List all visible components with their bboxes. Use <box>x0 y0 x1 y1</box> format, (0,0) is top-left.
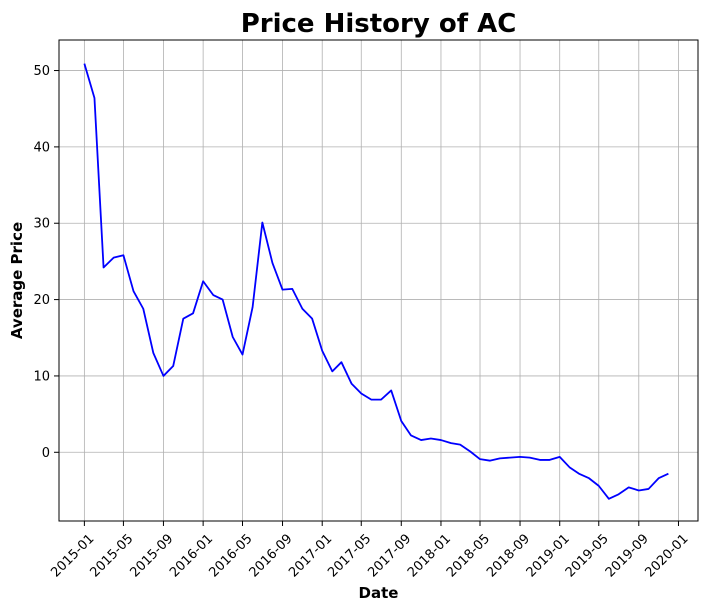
x-tick-label: 2017-05 <box>325 531 374 580</box>
y-tick-label: 50 <box>33 64 50 79</box>
series-line-0 <box>83 63 669 500</box>
y-tick-label: 20 <box>33 293 50 308</box>
y-tick-label: 30 <box>33 217 50 232</box>
grid <box>59 40 698 521</box>
x-tick-label: 2018-05 <box>444 531 493 580</box>
x-tick-label: 2020-01 <box>643 531 692 580</box>
x-axis: 2015-012015-052015-092016-012016-052016-… <box>48 521 692 580</box>
y-tick-label: 10 <box>33 369 50 384</box>
plot-frame <box>58 39 699 522</box>
chart-title: Price History of AC <box>241 9 517 39</box>
x-tick-label: 2019-05 <box>563 531 612 580</box>
x-tick-label: 2015-05 <box>87 531 136 580</box>
y-axis: 0 10 20 30 40 50 <box>33 64 59 461</box>
plot-area <box>83 63 669 500</box>
x-axis-label: Date <box>359 584 399 602</box>
x-tick-label: 2016-05 <box>207 531 256 580</box>
y-tick-label: 40 <box>33 140 50 155</box>
y-axis-label: Average Price <box>8 222 26 339</box>
y-tick-label: 0 <box>42 446 50 461</box>
